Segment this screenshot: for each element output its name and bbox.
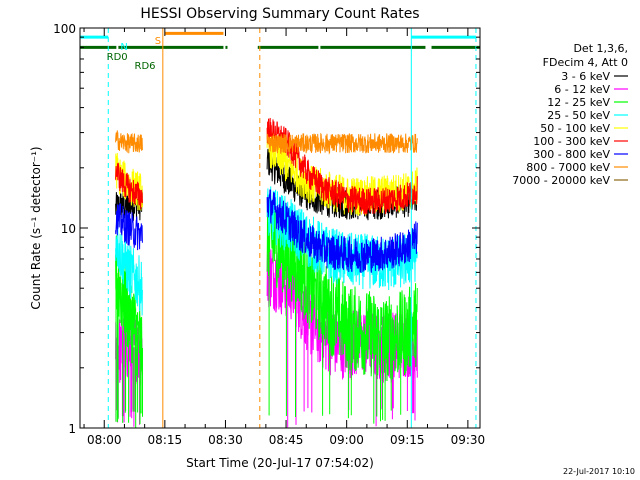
- x-tick-label: 09:00: [329, 433, 364, 447]
- flag-bars-group: [80, 31, 480, 49]
- legend-entry-label: 25 - 50 keV: [547, 109, 610, 122]
- y-axis-label: Count Rate (s⁻¹ detector⁻¹): [29, 146, 43, 309]
- legend-entry-label: 6 - 12 keV: [554, 83, 610, 96]
- series-line-3-0: [115, 221, 143, 316]
- annotation-rd0: RD0: [107, 52, 128, 63]
- footer-timestamp: 22-Jul-2017 10:10: [563, 467, 635, 476]
- x-tick-label: 09:30: [451, 433, 486, 447]
- series-line-5-0: [115, 162, 143, 210]
- series-line-7-0: [115, 130, 143, 154]
- x-tick-label: 08:00: [87, 433, 122, 447]
- legend-entry-label: 300 - 800 keV: [533, 148, 610, 161]
- series-dropouts-2-0: [115, 273, 143, 428]
- legend-header-line: FDecim 4, Att 0: [543, 56, 628, 69]
- series-line-6-0: [115, 203, 143, 251]
- y-tick-label: 10: [61, 222, 76, 236]
- chart-title: HESSI Observing Summary Count Rates: [140, 6, 419, 22]
- x-tick-label: 08:30: [208, 433, 243, 447]
- axes-group: 08:00 08:15 08:30 08:45 09:00 09:15 09:30 1 10 10…: [53, 22, 485, 447]
- legend-entry-label: 7000 - 20000 keV: [512, 174, 610, 187]
- series-line-2-1: [266, 194, 418, 382]
- x-axis-label: Start Time (20-Jul-17 07:54:02): [186, 456, 374, 470]
- legend-entry-label: 12 - 25 keV: [547, 96, 610, 109]
- annotations-group: N S RD0 RD6: [107, 36, 161, 72]
- annotation-s: S: [155, 36, 161, 47]
- traces-group: [115, 117, 418, 428]
- series-line-6-1: [266, 189, 418, 274]
- series-line-7-1: [266, 132, 418, 155]
- legend-entry-label: 100 - 300 keV: [533, 135, 610, 148]
- series-dropouts-2-1: [268, 238, 402, 424]
- legend-entry-label: 800 - 7000 keV: [526, 161, 610, 174]
- x-tick-label: 09:15: [390, 433, 425, 447]
- series-line-5-1: [266, 117, 418, 215]
- legend-entry-label: 50 - 100 keV: [540, 122, 610, 135]
- legend-header-line: Det 1,3,6,: [573, 42, 628, 55]
- vlines-group: [79, 28, 477, 428]
- x-tick-label: 08:15: [148, 433, 183, 447]
- legend-entry-label: 3 - 6 keV: [561, 70, 610, 83]
- y-tick-label: 1: [68, 422, 76, 436]
- annotation-rd6: RD6: [135, 61, 156, 72]
- y-tick-label: 100: [53, 22, 76, 36]
- x-tick-label: 08:45: [269, 433, 304, 447]
- annotation-n: N: [120, 42, 127, 53]
- series-line-4-0: [115, 152, 143, 211]
